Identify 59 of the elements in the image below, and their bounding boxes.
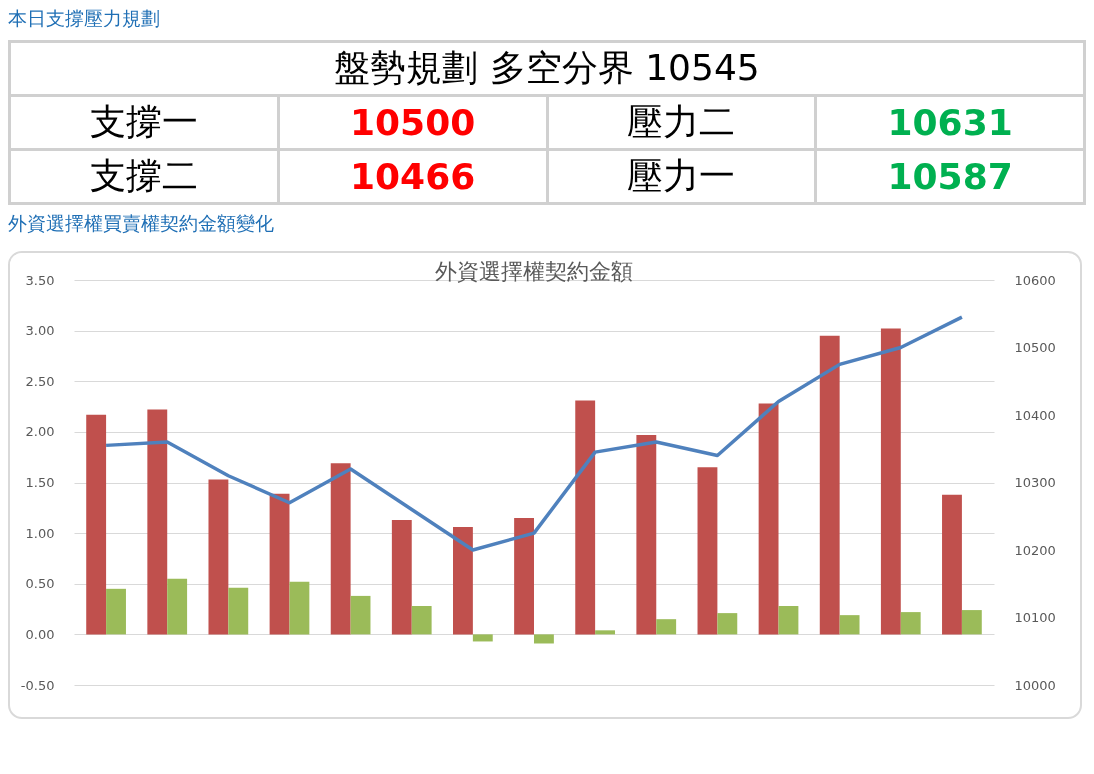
bar: [269, 493, 290, 635]
bar: [880, 328, 901, 635]
category-label: 支撐二: [9, 149, 279, 204]
y2-tick-label: 10000: [1014, 677, 1056, 693]
bar: [942, 494, 962, 635]
bar: [839, 615, 860, 635]
category-label: 支撐一: [9, 95, 279, 150]
line-series: [104, 315, 964, 552]
y2-tick-label: 10100: [1014, 610, 1056, 625]
bar: [758, 403, 779, 635]
bar: [86, 414, 107, 635]
data-label: 10500: [278, 95, 547, 150]
y2-tick-label: 10300: [1014, 475, 1056, 490]
bar: [472, 634, 493, 642]
bar: [656, 619, 677, 635]
text: 本日支撐壓力規劃: [8, 6, 161, 31]
y-tick-label: 1.00: [25, 525, 55, 541]
bar: [228, 587, 249, 635]
bar: [697, 467, 718, 635]
y-tick-label: 2.00: [25, 424, 55, 440]
data-label: 10587: [815, 149, 1085, 204]
bar: [208, 479, 229, 635]
y-tick-label: 3.00: [25, 323, 55, 339]
category-label: 壓力二: [547, 95, 816, 150]
data-label: 10466: [278, 149, 547, 204]
y-tick-label: 0.00: [25, 626, 55, 642]
y-tick-label: -0.50: [20, 677, 55, 693]
y2-tick-label: 10500: [1014, 340, 1056, 355]
bar: [717, 613, 738, 635]
y2-tick-label: 10200: [1014, 542, 1056, 558]
bar: [819, 335, 840, 635]
bar: [330, 463, 351, 635]
bar: [391, 519, 412, 635]
bar: [350, 595, 371, 635]
chart-subtitle: 外資選擇權買賣權契約金額變化: [8, 211, 275, 236]
bar: [534, 634, 554, 644]
y-tick-label: 0.50: [25, 576, 55, 592]
text: 盤勢規劃 多空分界 10545: [9, 41, 1085, 96]
bar: [961, 610, 982, 635]
bar: [167, 578, 188, 635]
bar: [289, 581, 310, 635]
y2-tick-label: 10600: [1014, 272, 1056, 288]
bar: [106, 588, 126, 635]
chart-title: 外資選擇權契約金額: [435, 259, 633, 284]
y-tick-label: 3.50: [25, 272, 55, 288]
bar: [147, 409, 168, 635]
bar: [411, 606, 432, 635]
y-tick-label: 1.50: [25, 475, 55, 490]
bar: [514, 517, 534, 635]
bar: [778, 606, 799, 635]
bar: [453, 527, 473, 635]
bar: [900, 612, 921, 635]
bar: [575, 400, 596, 635]
bar: [636, 434, 657, 635]
bar: [595, 630, 615, 635]
data-label: 10631: [815, 95, 1085, 150]
y2-tick-label: 10400: [1014, 407, 1056, 423]
category-label: 壓力一: [547, 149, 816, 204]
y-tick-label: 2.50: [25, 373, 55, 389]
